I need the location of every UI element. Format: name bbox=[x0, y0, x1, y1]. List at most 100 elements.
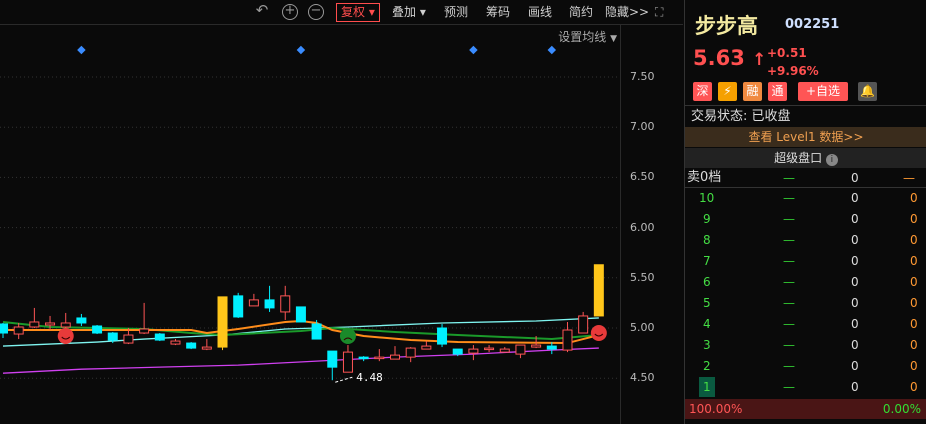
candle-body bbox=[468, 348, 479, 354]
candle-body bbox=[170, 340, 181, 345]
candle-body bbox=[217, 296, 228, 348]
other-value: 0 bbox=[910, 296, 918, 310]
level-number: 2 bbox=[703, 359, 711, 373]
candle-body bbox=[405, 347, 416, 358]
zoom-in-icon[interactable]: + bbox=[282, 4, 298, 20]
level-number: 5 bbox=[703, 296, 711, 310]
price-axis-label: 6.00 bbox=[630, 220, 655, 234]
level-number: 6 bbox=[703, 275, 711, 289]
candle-body bbox=[578, 315, 589, 334]
price-dash: — bbox=[783, 233, 795, 247]
face-mouth bbox=[61, 336, 71, 340]
candle-body bbox=[421, 345, 432, 350]
chips-button[interactable]: 筹码 bbox=[486, 5, 511, 19]
ma2-line bbox=[2, 320, 599, 341]
candle-body bbox=[358, 356, 369, 360]
add-watchlist-button[interactable]: +自选 bbox=[798, 82, 848, 101]
price-dash: — bbox=[783, 338, 795, 352]
face-mouth bbox=[594, 333, 604, 337]
super-orderbook-header: 超级盘口 i bbox=[685, 148, 926, 168]
candle-body bbox=[201, 346, 212, 350]
volume: 0 bbox=[851, 338, 859, 352]
lightning-badge-icon[interactable]: ⚡ bbox=[718, 82, 737, 101]
book-row: 9 — 0 0 bbox=[685, 209, 926, 229]
price-value: 5.63 bbox=[693, 46, 745, 70]
other-value: 0 bbox=[910, 233, 918, 247]
candle-body bbox=[593, 264, 604, 317]
candle-body bbox=[531, 344, 542, 348]
price-axis-label: 6.50 bbox=[630, 170, 655, 184]
book-row: 10 — 0 0 bbox=[685, 188, 926, 208]
buy-sell-ratio-bar: 100.00% 0.00% bbox=[685, 399, 926, 419]
connect-badge[interactable]: 通 bbox=[768, 82, 787, 101]
hide-button[interactable]: 隐藏>> bbox=[605, 5, 650, 19]
low-pointer bbox=[335, 376, 353, 383]
candle-body bbox=[76, 317, 87, 324]
book-row: 1 — 0 0 bbox=[685, 377, 926, 397]
fuquan-dropdown[interactable]: 复权 ▾ bbox=[336, 3, 380, 22]
ma-setting-dropdown[interactable]: 设置均线 ▼ bbox=[558, 30, 617, 44]
bell-icon[interactable]: 🔔 bbox=[858, 82, 877, 101]
price-axis-label: 7.00 bbox=[630, 120, 655, 134]
super-orderbook-label: 超级盘口 bbox=[774, 151, 823, 165]
kline-chart[interactable]: 设置均线 ▼ 4.48 7.50 7.00 6.50 6.00 5.50 5.00 4.50 bbox=[0, 25, 683, 424]
level1-link[interactable]: 查看 Level1 数据>> bbox=[685, 127, 926, 147]
signal-diamond-icon bbox=[547, 45, 557, 55]
fullscreen-icon[interactable]: ⛶ bbox=[655, 5, 664, 19]
overlay-label: 叠加 bbox=[392, 5, 417, 19]
volume: 0 bbox=[851, 233, 859, 247]
candle-body bbox=[437, 327, 448, 345]
change-value: +0.51 bbox=[767, 46, 807, 60]
zoom-out-icon[interactable]: − bbox=[308, 4, 324, 20]
other-value: 0 bbox=[910, 380, 918, 394]
volume: 0 bbox=[851, 317, 859, 331]
candle-body bbox=[45, 322, 56, 326]
smile-face-icon bbox=[57, 328, 74, 344]
candle-body bbox=[515, 344, 526, 355]
draw-line-button[interactable]: 画线 bbox=[528, 5, 553, 19]
level-number: 8 bbox=[703, 233, 711, 247]
price-axis-label: 7.50 bbox=[630, 70, 655, 83]
volume: 0 bbox=[851, 359, 859, 373]
margin-badge[interactable]: 融 bbox=[743, 82, 762, 101]
level-number: 1 bbox=[699, 377, 715, 397]
book-row: 5 — 0 0 bbox=[685, 293, 926, 313]
face-mouth bbox=[343, 337, 353, 341]
buy-ratio: 100.00% bbox=[689, 402, 743, 416]
sell-ratio: 0.00% bbox=[882, 402, 921, 416]
candle-body bbox=[264, 299, 275, 309]
price-dash: — bbox=[783, 191, 795, 205]
candle-body bbox=[107, 332, 118, 341]
frown-face-icon bbox=[339, 328, 356, 344]
kline-plot: 4.48 bbox=[0, 45, 620, 384]
shenzhen-badge[interactable]: 深 bbox=[693, 82, 712, 101]
candle-body bbox=[60, 322, 71, 328]
other-value: 0 bbox=[910, 212, 918, 226]
simple-button[interactable]: 简约 bbox=[569, 5, 594, 19]
book-row: 7 — 0 0 bbox=[685, 251, 926, 271]
price-axis-label: 4.50 bbox=[630, 371, 655, 385]
candle-body bbox=[546, 345, 557, 350]
trade-status: 交易状态: 已收盘 bbox=[685, 105, 926, 126]
other-value: 0 bbox=[910, 254, 918, 268]
price-dash: — bbox=[783, 380, 795, 394]
volume: 0 bbox=[851, 171, 859, 185]
other-value: 0 bbox=[910, 338, 918, 352]
ma-setting-label: 设置均线 bbox=[558, 30, 607, 44]
stock-code: 002251 bbox=[785, 17, 840, 32]
book-row: 6 — 0 0 bbox=[685, 272, 926, 292]
price-dash: — bbox=[783, 359, 795, 373]
forecast-button[interactable]: 预测 bbox=[444, 5, 469, 19]
volume: 0 bbox=[851, 296, 859, 310]
overlay-dropdown[interactable]: 叠加 ▾ bbox=[392, 5, 426, 19]
axis-divider bbox=[620, 25, 621, 424]
chart-toolbar: ↶ + − 复权 ▾ 叠加 ▾ 预测 筹码 画线 简约 隐藏>> ⛶ bbox=[0, 0, 683, 25]
info-icon[interactable]: i bbox=[825, 154, 838, 166]
ma4-line bbox=[2, 347, 599, 374]
volume: 0 bbox=[851, 380, 859, 394]
undo-icon[interactable]: ↶ bbox=[255, 1, 269, 19]
candle-body bbox=[295, 306, 306, 323]
candle-body bbox=[390, 354, 400, 360]
candle-body bbox=[123, 334, 134, 344]
stock-name: 步步高 bbox=[695, 14, 758, 38]
